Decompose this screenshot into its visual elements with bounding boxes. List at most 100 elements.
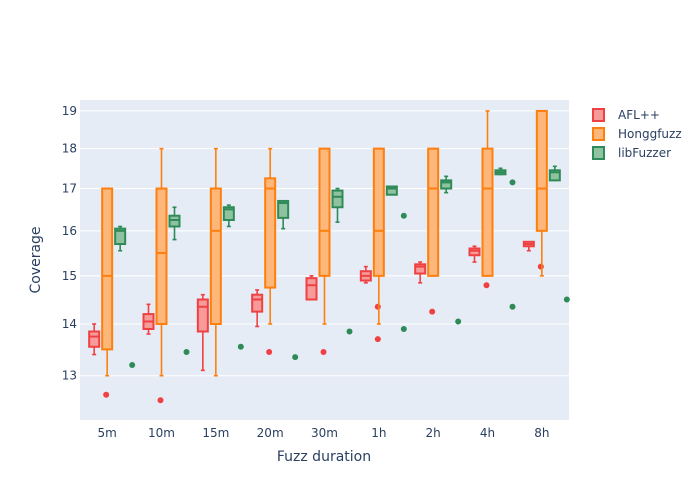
iqr-box [414,263,427,275]
outlier-point [129,362,136,369]
box [101,187,114,377]
box [385,185,407,332]
y-tick-label: 13 [62,369,77,383]
outlier-point [483,282,490,289]
iqr-box [101,187,114,351]
box [196,293,209,372]
iqr-box [331,189,344,209]
box [548,165,570,303]
outlier-point [157,397,164,404]
iqr-box [222,206,235,222]
outlier-point [400,325,407,332]
legend-label: Honggfuzz [618,127,682,141]
iqr-box [251,293,264,313]
outlier-point [455,318,462,325]
legend-item-libfuzzer[interactable]: libFuzzer [592,146,671,160]
y-tick-label: 19 [62,104,77,118]
legend-swatch [592,108,605,122]
outlier-point [237,343,244,350]
x-axis-title: Fuzz duration [277,449,371,465]
iqr-box [264,177,277,289]
iqr-box [305,277,318,301]
box [305,275,327,355]
outlier-point [374,336,381,343]
box-series [88,109,570,404]
outlier-point [320,348,327,355]
y-tick-label: 18 [62,142,77,156]
x-tick-label: 30m [311,426,338,440]
box [155,147,168,377]
box [88,323,110,398]
box [494,167,516,310]
legend-label: AFL++ [618,108,660,122]
x-tick-label: 10m [148,426,175,440]
box [114,225,136,369]
outlier-point [346,328,353,335]
outlier-point [429,308,436,315]
box [481,110,494,277]
y-tick-label: 16 [62,224,77,238]
iqr-box [535,109,548,232]
iqr-box [209,187,222,325]
box [264,147,277,325]
y-axis-title: Coverage [28,226,44,293]
y-tick-label: 17 [62,182,77,196]
iqr-box [440,179,453,190]
iqr-box [481,147,494,277]
x-tick-label: 1h [371,426,386,440]
outlier-point [537,263,544,270]
legend-swatch [592,127,605,141]
iqr-box [427,147,440,277]
legend[interactable]: AFL++ Honggfuzz libFuzzer [592,108,682,160]
box [331,187,353,335]
series-libfuzzer [114,165,570,369]
iqr-box [168,214,181,228]
y-tick-label: 15 [62,269,77,283]
outlier-point [509,179,516,186]
outlier-point [266,348,273,355]
iqr-box [114,227,127,246]
box [142,303,164,404]
iqr-box [548,169,561,182]
iqr-box [468,247,481,257]
box [440,175,462,325]
outlier-point [509,303,516,310]
outlier-point [183,348,190,355]
legend-label: libFuzzer [618,146,671,160]
y-tick-label: 14 [62,317,77,331]
iqr-box [385,185,398,196]
legend-item-honggfuzz[interactable]: Honggfuzz [592,127,682,141]
legend-swatch [592,146,605,160]
iqr-box [277,199,290,219]
box [372,147,385,325]
box [414,261,436,315]
box [318,147,331,325]
box [427,147,440,277]
x-tick-label: 4h [480,426,495,440]
outlier-point [400,212,407,219]
outlier-point [292,354,299,361]
iqr-box [196,298,209,333]
x-tick-label: 2h [426,426,441,440]
y-tick-labels: 13 14 15 16 17 18 19 [62,104,77,383]
iqr-box [372,147,385,277]
x-tick-labels: 5m 10m 15m 20m 30m 1h 2h 4h 8h [98,426,550,440]
box [251,289,273,355]
box [209,147,222,377]
x-tick-label: 8h [534,426,549,440]
iqr-box [88,330,101,348]
legend-item-afl-[interactable]: AFL++ [592,108,660,122]
x-tick-label: 5m [98,426,117,440]
x-tick-label: 15m [202,426,229,440]
box [468,245,490,289]
series-afl- [88,240,544,404]
series-honggfuzz [101,109,548,377]
box [277,199,299,361]
box [222,204,244,350]
iqr-box [318,147,331,277]
iqr-box [155,187,168,325]
box [168,206,190,355]
outlier-point [103,391,110,398]
box [535,109,548,277]
